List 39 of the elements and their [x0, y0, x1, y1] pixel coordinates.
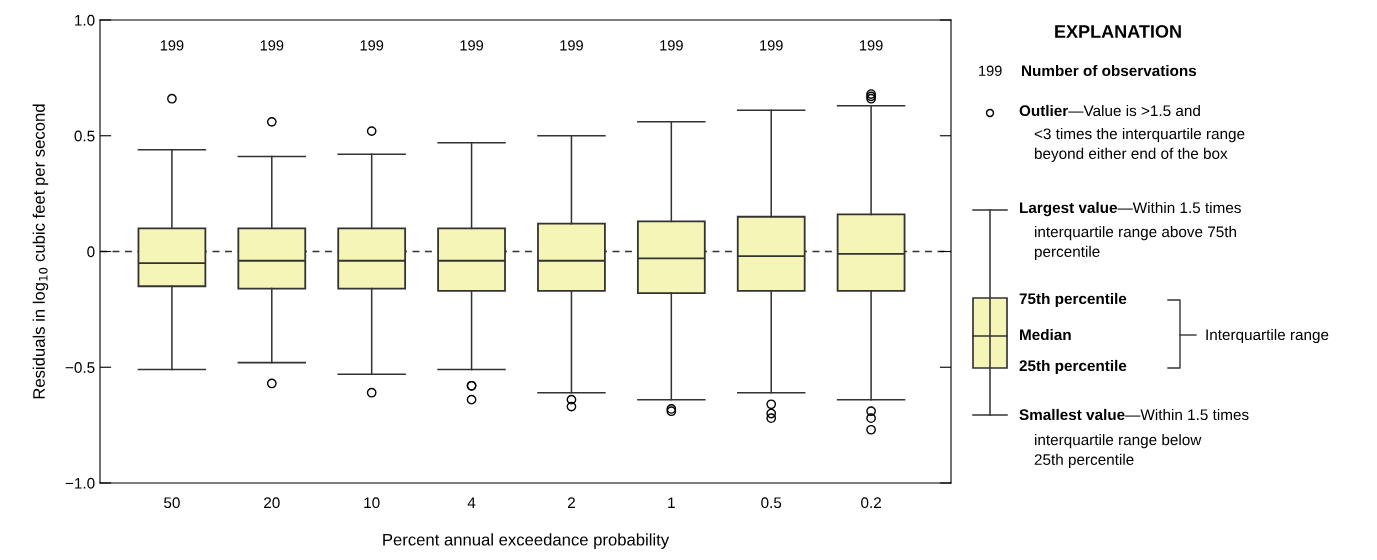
text: —Within 1.5 times [1125, 408, 1249, 421]
text: —Within 1.5 times [1117, 201, 1241, 214]
x-tick-label: 0.2 [861, 497, 881, 509]
x-tick-label: 4 [467, 497, 476, 508]
annotation: 199 [760, 40, 783, 51]
text: 25th percentile [1019, 359, 1127, 375]
x-tick-label: 10 [364, 497, 380, 509]
text: <3 times the interquartile range beyond either end of the box [1034, 127, 1245, 163]
annotation: 199 [560, 40, 583, 51]
text: interquartile range above 75th percentile [1034, 225, 1237, 261]
x-tick-label: 1 [668, 497, 675, 508]
text: Smallest value [1019, 408, 1125, 421]
annotation: 199 [260, 40, 284, 51]
text: Interquartile range [1206, 328, 1329, 344]
annotation: 199 [860, 40, 883, 51]
text: Outlier [1019, 104, 1068, 117]
y-tick-label: −0.5 [65, 362, 95, 373]
annotation: 199 [660, 40, 683, 51]
text: Median [1020, 328, 1071, 341]
y-tick-label: −1.0 [65, 477, 95, 489]
y-axis-title: Residuals in log$_{10}$ cubic feet per second [32, 104, 49, 399]
annotation: 199 [460, 40, 484, 51]
annotation: 199 [160, 40, 184, 51]
x-tick-label: 20 [264, 497, 280, 509]
x-tick-label: 0.5 [761, 497, 782, 509]
text: Largest value [1020, 201, 1117, 217]
y-tick-label: 0 [87, 246, 95, 258]
text: —Value is >1.5 and [1068, 104, 1200, 117]
text: 75th percentile [1019, 292, 1127, 308]
annotation: 199 [360, 40, 384, 51]
x-tick-label: 2 [567, 497, 575, 508]
y-tick-label: 1.0 [75, 14, 95, 26]
text: EXPLANATION [1055, 25, 1181, 38]
x-axis-title: Percent annual exceedance probability [383, 533, 670, 549]
text: Number of observations [1022, 64, 1197, 77]
x-tick-label: 50 [164, 497, 180, 509]
y-tick-label: 0.5 [74, 130, 95, 142]
text: interquartile range below 25th percentile [1034, 433, 1202, 469]
text: 199 [979, 65, 1002, 76]
